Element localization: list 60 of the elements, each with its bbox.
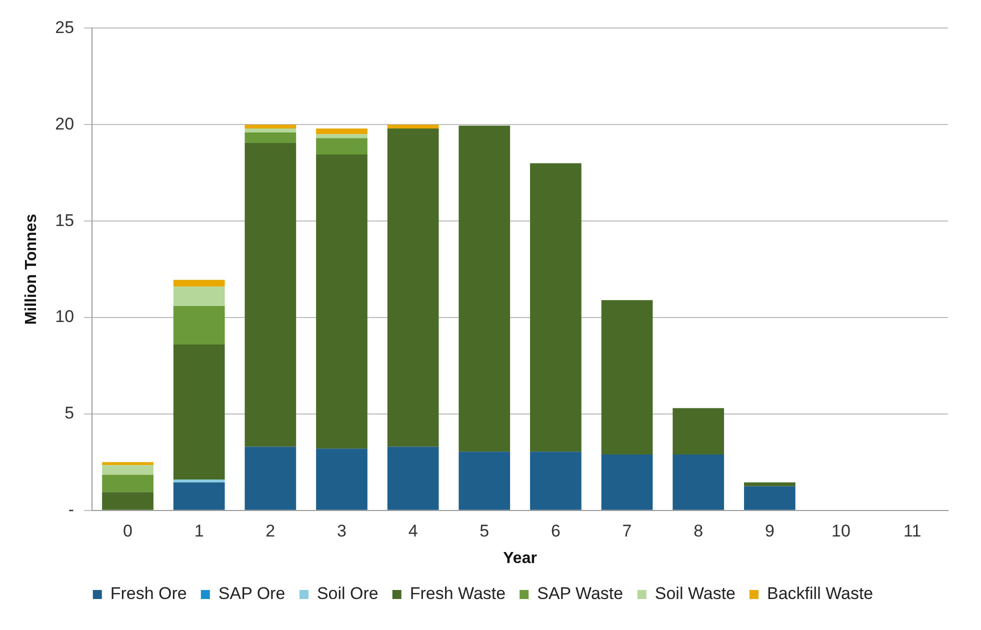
bar [672,408,724,454]
bar [458,452,510,510]
bar [458,126,510,452]
bar [102,465,154,475]
bar [744,482,796,486]
bar [316,128,368,134]
x-axis-title: Year [503,550,537,567]
x-tick-label: 7 [622,521,632,540]
bar [173,482,225,510]
x-tick-label: 3 [337,521,346,540]
bar [744,486,796,510]
y-tick-label: 15 [55,210,74,230]
y-tick-label: 10 [55,307,74,326]
bar [316,134,368,138]
bar [387,124,439,128]
bar [244,124,296,128]
bar [316,154,368,449]
legend-label: Fresh Waste [410,584,506,604]
bar [173,306,225,345]
x-tick-label: 4 [408,521,418,540]
bar [672,454,724,510]
bar [244,142,296,447]
x-tick-label: 6 [550,521,560,540]
bar [173,280,225,287]
legend-label: Soil Waste [654,584,736,604]
x-tick-label: 1 [194,521,204,540]
bar [102,474,154,492]
x-tick-label: 5 [480,521,490,540]
y-tick-label: - [68,500,74,520]
legend-label: Soil Ore [316,584,378,604]
y-axis-title: Million Tonnes [23,214,40,325]
legend-label: SAP Waste [537,584,624,604]
bar [102,492,154,510]
x-tick-label: 2 [266,521,276,540]
bar [387,128,439,447]
bar [530,452,582,510]
legend-label: Backfill Waste [767,584,874,604]
x-tick-label: 0 [123,521,133,540]
y-tick-label: 20 [55,114,74,134]
bar [601,300,653,454]
bar [244,128,296,132]
bar [530,163,582,452]
bar [387,446,439,510]
bar [316,138,368,155]
bar [102,462,154,466]
bar [173,344,225,480]
y-tick-label: 5 [64,404,74,423]
y-tick-label: 25 [55,18,74,37]
bar [173,286,225,306]
bar [244,132,296,143]
legend-label: Fresh Ore [110,584,187,604]
x-tick-label: 11 [904,521,922,540]
bar [244,446,296,510]
x-tick-label: 8 [694,521,704,540]
bar [601,454,653,510]
bar [316,448,368,510]
x-tick-label: 9 [764,521,774,540]
bar [173,480,225,482]
legend-label: SAP Ore [218,584,286,604]
x-tick-label: 10 [832,521,850,540]
